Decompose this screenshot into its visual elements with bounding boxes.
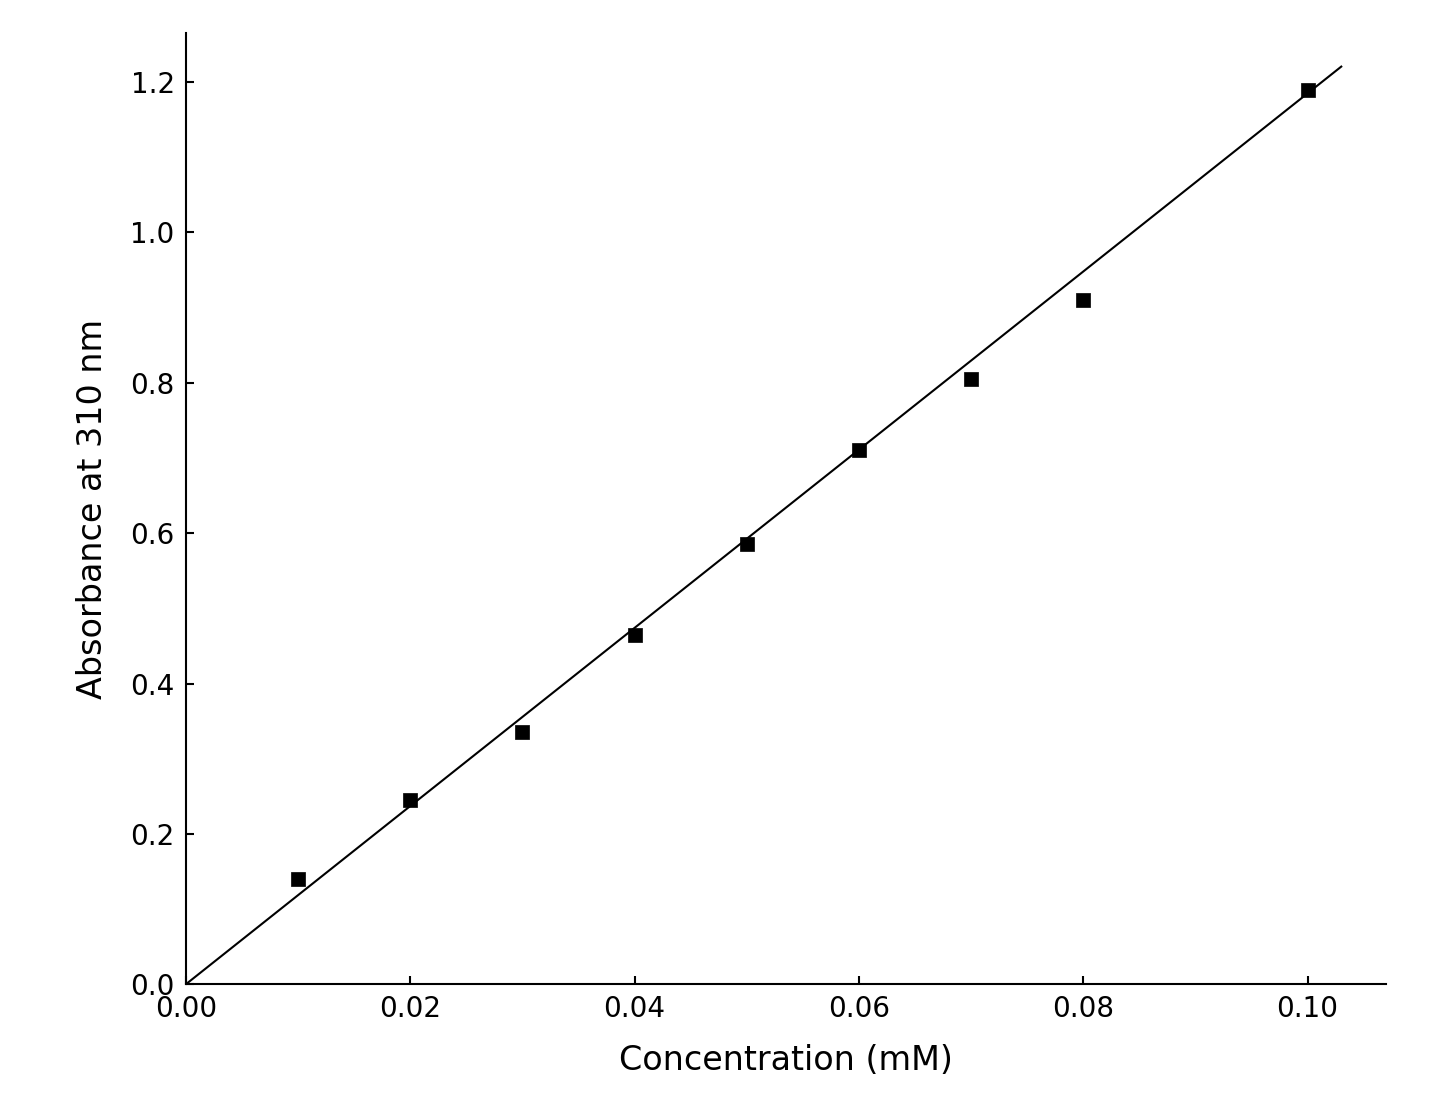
Point — [399, 791, 422, 808]
X-axis label: Concentration (mM): Concentration (mM) — [619, 1044, 953, 1077]
Y-axis label: Absorbance at 310 nm: Absorbance at 310 nm — [76, 319, 110, 699]
Point — [1296, 81, 1319, 98]
Point — [1072, 291, 1095, 309]
Point — [847, 441, 870, 459]
Point — [287, 870, 310, 888]
Point — [736, 535, 759, 553]
Point — [512, 723, 534, 741]
Point — [623, 626, 646, 644]
Point — [960, 371, 983, 388]
